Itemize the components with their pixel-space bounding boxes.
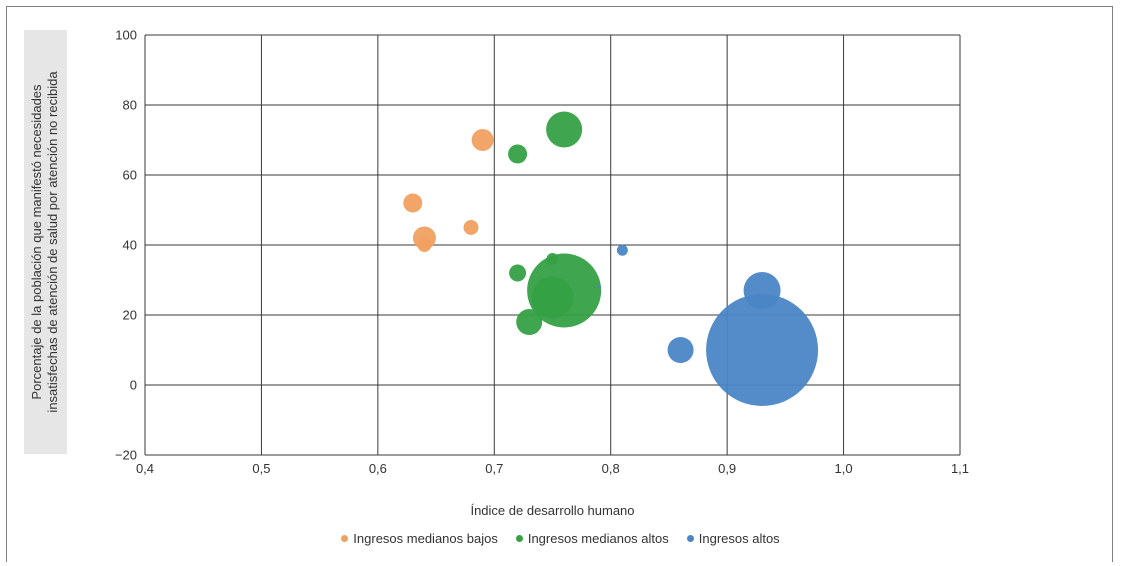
- legend-marker-icon: [515, 535, 523, 542]
- legend-label: Ingresos altos: [698, 531, 780, 546]
- bubble-series-2: [616, 244, 628, 256]
- x-tick-label: 1,1: [951, 461, 969, 476]
- x-tick-label: 0,9: [718, 461, 736, 476]
- bubble-series-1: [509, 264, 527, 282]
- legend: Ingresos medianos bajos Ingresos mediano…: [0, 531, 1121, 546]
- bubble-series-2: [597, 285, 601, 289]
- x-tick-label: 0,6: [369, 461, 387, 476]
- legend-marker-icon: [686, 535, 694, 542]
- y-tick-label: 40: [123, 238, 137, 253]
- x-tick-label: 1,0: [835, 461, 853, 476]
- bubble-series-0: [403, 193, 423, 213]
- y-tick-label: 80: [123, 98, 137, 113]
- bubble-series-1: [531, 276, 574, 319]
- x-axis-label: Índice de desarrollo humano: [470, 503, 635, 518]
- x-tick-label: 0,4: [136, 461, 154, 476]
- bubble-series-0: [463, 220, 479, 235]
- bubble-series-2: [743, 272, 781, 309]
- bubble-series-1: [508, 144, 528, 164]
- y-tick-label: 60: [123, 168, 137, 183]
- bubble-series-0: [471, 129, 494, 151]
- chart-frame: [6, 6, 1113, 562]
- x-tick-label: 0,8: [602, 461, 620, 476]
- legend-item-low-middle: Ingresos medianos bajos: [341, 531, 498, 546]
- y-tick-label: 20: [123, 308, 137, 323]
- y-tick-label: 0: [130, 378, 137, 393]
- bubble-series-0: [417, 238, 432, 252]
- y-tick-label: 100: [115, 28, 137, 43]
- y-axis-label-box: [24, 30, 67, 454]
- bubble-series-2: [706, 294, 819, 406]
- legend-item-upper-middle: Ingresos medianos altos: [515, 531, 669, 546]
- bubble-series-1: [546, 111, 583, 148]
- x-tick-label: 0,5: [252, 461, 270, 476]
- legend-label: Ingresos medianos altos: [527, 531, 669, 546]
- bubble-series-2: [667, 337, 694, 363]
- legend-marker-icon: [341, 535, 349, 542]
- legend-item-high: Ingresos altos: [686, 531, 780, 546]
- bubble-series-1: [516, 309, 543, 335]
- y-tick-label: −20: [115, 448, 137, 463]
- x-tick-label: 0,7: [485, 461, 503, 476]
- legend-label: Ingresos medianos bajos: [353, 531, 498, 546]
- bubble-series-1: [546, 253, 559, 265]
